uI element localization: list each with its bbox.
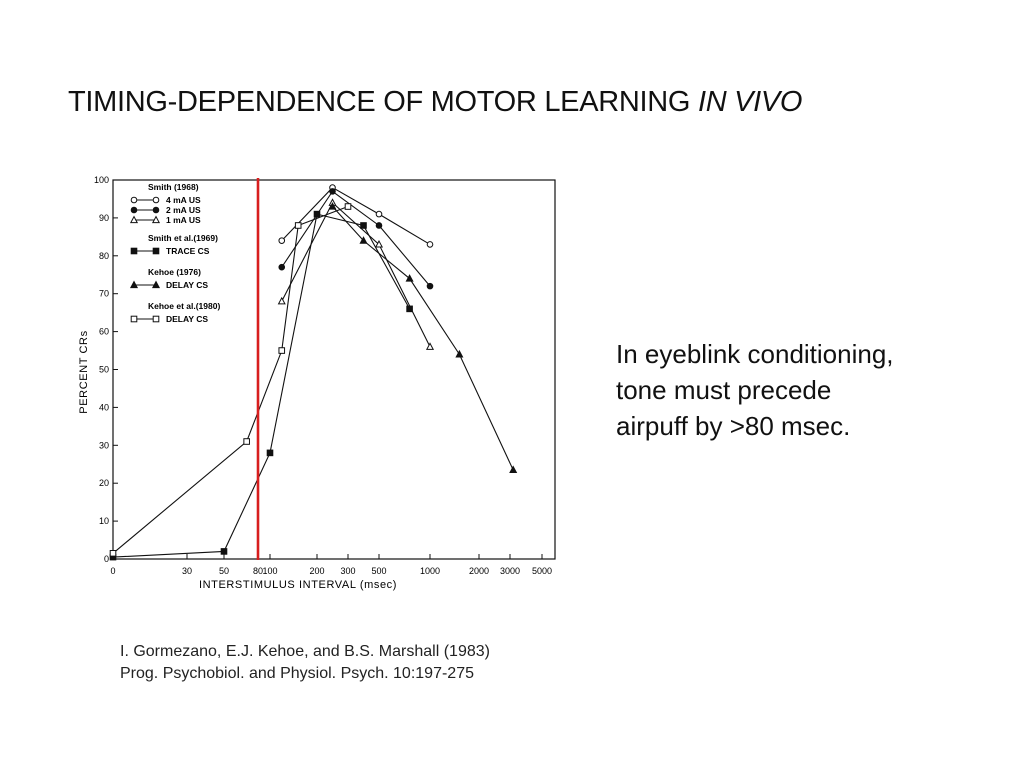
- bullet-line: airpuff by >80 msec.: [616, 411, 851, 441]
- slide-title-main: TIMING-DEPENDENCE OF MOTOR LEARNING: [68, 86, 698, 118]
- legend-item-label: 2 mA US: [166, 205, 201, 215]
- data-point: [374, 239, 384, 248]
- y-tick-label: 40: [99, 402, 109, 412]
- citation-line: I. Gormezano, E.J. Kehoe, and B.S. Marsh…: [120, 643, 490, 660]
- data-point: [130, 247, 138, 255]
- data-point: [455, 349, 464, 358]
- legend-item-label: DELAY CS: [166, 280, 208, 290]
- y-tick-label: 90: [99, 213, 109, 223]
- x-tick-label: 1000: [420, 566, 440, 576]
- data-point: [151, 280, 161, 289]
- x-tick-label: 200: [309, 566, 324, 576]
- data-point: [406, 305, 413, 313]
- citation-line: Prog. Psychobiol. and Physiol. Psych. 10…: [120, 665, 474, 682]
- data-point: [359, 236, 368, 244]
- legend-group-header: Kehoe (1976): [148, 267, 201, 277]
- data-point: [405, 274, 414, 282]
- data-point: [129, 280, 139, 289]
- data-point: [266, 449, 274, 457]
- chart-series: [109, 184, 518, 561]
- series-line: [281, 186, 431, 245]
- data-point: [278, 263, 286, 271]
- series-line: [332, 206, 514, 471]
- series-line: [281, 201, 431, 348]
- series-line: [112, 213, 411, 558]
- data-point: [129, 215, 139, 224]
- series-line: [281, 190, 431, 287]
- slide-title-emphasis: IN VIVO: [697, 86, 803, 118]
- y-tick-label: 100: [94, 175, 109, 185]
- x-tick-label: 50: [219, 566, 229, 576]
- x-tick-label: 3000: [500, 566, 520, 576]
- data-point: [344, 203, 352, 210]
- legend-item-label: 1 mA US: [166, 215, 201, 225]
- series-group: [109, 210, 413, 561]
- data-point: [277, 296, 286, 305]
- data-point: [509, 465, 518, 474]
- data-point: [152, 315, 160, 323]
- legend-item-label: 4 mA US: [166, 195, 201, 205]
- data-point: [152, 247, 160, 255]
- y-axis-label: PERCENT CRs: [78, 330, 90, 413]
- x-tick-label: 300: [340, 566, 355, 576]
- legend-item-label: DELAY CS: [166, 314, 208, 324]
- x-tick-label: 30: [182, 566, 192, 576]
- data-point: [375, 222, 383, 229]
- legend-group-header: Kehoe et al.(1980): [148, 301, 220, 311]
- x-tick-label: 100: [262, 566, 277, 576]
- y-tick-label: 0: [104, 554, 109, 564]
- series-group: [277, 198, 435, 350]
- citation: I. Gormezano, E.J. Kehoe, and B.S. Marsh…: [120, 641, 490, 685]
- y-tick-label: 30: [99, 440, 109, 450]
- bullet-line: tone must precede: [616, 375, 832, 405]
- data-point: [294, 222, 302, 229]
- data-point: [243, 438, 250, 445]
- y-tick-label: 20: [99, 478, 109, 488]
- y-tick-label: 70: [99, 289, 109, 299]
- x-axis-label: INTERSTIMULUS INTERVAL (msec): [199, 579, 397, 591]
- series-group: [278, 184, 434, 248]
- x-tick-label: 2000: [469, 566, 489, 576]
- chart-legend: Smith (1968) 4 mA US2 mA US1 mA US Smith e…: [129, 182, 220, 324]
- data-point: [375, 210, 383, 218]
- data-point: [278, 347, 286, 354]
- bullet-text: In eyeblink conditioning, tone must prec…: [616, 336, 1006, 444]
- data-point: [426, 241, 434, 248]
- data-point: [152, 196, 160, 204]
- data-point: [329, 188, 336, 195]
- legend-group-header: Smith (1968): [148, 182, 199, 192]
- slide-title: TIMING-DEPENDENCE OF MOTOR LEARNING IN V…: [68, 86, 803, 119]
- bullet-line: In eyeblink conditioning,: [616, 339, 894, 369]
- legend-item-label: TRACE CS: [166, 246, 210, 256]
- data-point: [130, 206, 138, 214]
- series-line: [112, 206, 349, 554]
- data-point: [360, 222, 367, 229]
- series-group: [109, 203, 352, 557]
- data-point: [109, 550, 117, 557]
- data-point: [313, 210, 321, 218]
- data-point: [152, 206, 160, 214]
- data-point: [130, 196, 138, 204]
- y-tick-label: 80: [99, 251, 109, 261]
- data-point: [130, 315, 138, 323]
- legend-group-header: Smith et al.(1969): [148, 233, 218, 243]
- data-point: [328, 202, 337, 210]
- data-point: [151, 215, 161, 224]
- data-point: [426, 282, 434, 290]
- y-tick-label: 60: [99, 327, 109, 337]
- x-tick-label: 500: [371, 566, 386, 576]
- data-point: [425, 342, 435, 350]
- y-tick-label: 10: [99, 516, 109, 526]
- series-group: [278, 188, 434, 290]
- data-point: [278, 237, 286, 244]
- series-group: [328, 202, 518, 474]
- y-tick-label: 50: [99, 365, 109, 375]
- x-tick-label: 5000: [532, 566, 552, 576]
- data-point: [220, 548, 228, 555]
- x-tick-label: 0: [110, 566, 115, 576]
- x-tick-label: 80: [253, 566, 263, 576]
